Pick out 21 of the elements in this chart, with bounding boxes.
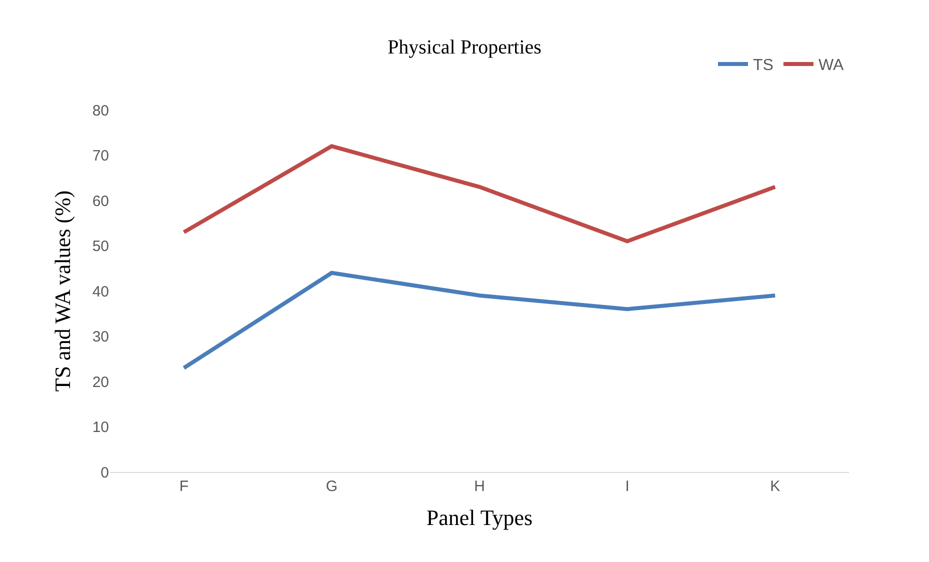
- y-tick-label: 10: [92, 419, 109, 436]
- line-series: [182, 144, 778, 244]
- x-axis-title: Panel Types: [426, 504, 533, 530]
- y-axis-title: TS and WA values (%): [50, 190, 76, 392]
- x-tick-label: F: [179, 478, 188, 495]
- y-tick-label: 20: [92, 374, 109, 391]
- y-tick-label: 40: [92, 283, 109, 300]
- chart-title: Physical Properties: [388, 36, 542, 58]
- x-tick-label: G: [326, 478, 338, 495]
- legend-label: TS: [753, 57, 774, 74]
- x-tick-label: H: [474, 478, 485, 495]
- y-tick-label: 30: [92, 328, 109, 346]
- x-tick-label: K: [770, 478, 780, 495]
- y-tick-label: 80: [92, 102, 109, 120]
- y-tick-label: 50: [92, 238, 109, 255]
- line-series: [182, 270, 778, 370]
- y-tick-label: 0: [100, 464, 109, 482]
- y-tick-label: 70: [92, 148, 109, 164]
- y-tick-label: 60: [92, 192, 109, 210]
- x-tick-label: I: [625, 478, 630, 495]
- legend-label: WA: [818, 57, 844, 74]
